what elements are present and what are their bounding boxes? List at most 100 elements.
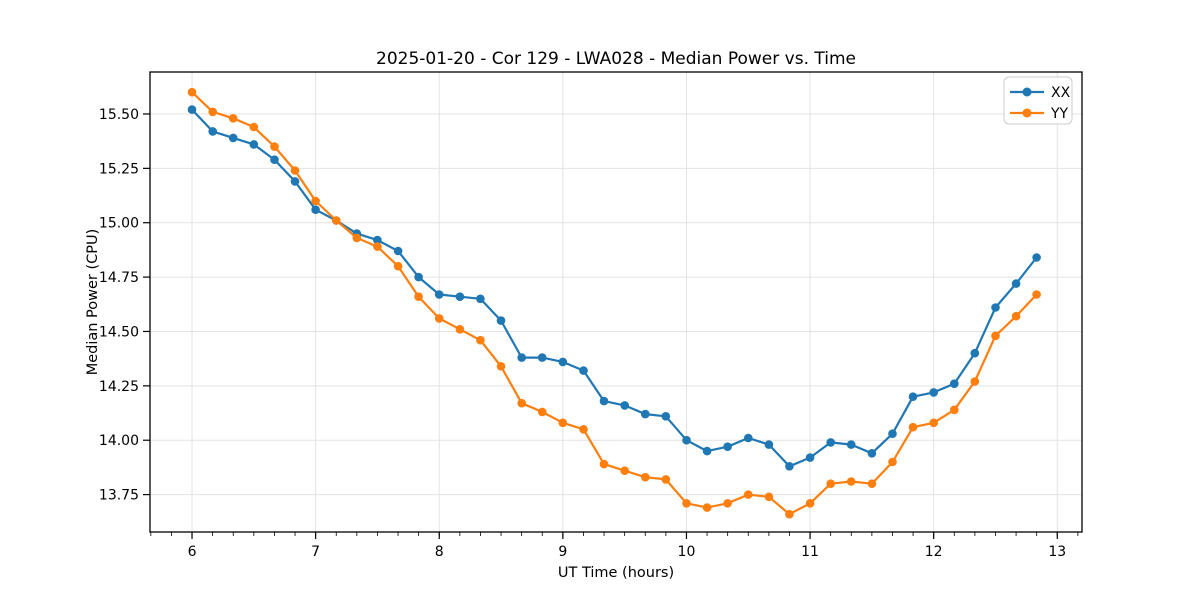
data-point-YY [702,503,712,512]
x-tick-label: 8 [435,544,444,560]
data-point-XX [496,316,506,325]
y-axis-label: Median Power (CPU) [85,229,101,376]
data-point-YY [846,477,856,486]
data-point-YY [537,407,547,417]
data-point-YY [950,405,959,415]
data-point-XX [208,127,217,136]
data-point-XX [599,396,609,406]
data-point-XX [373,235,382,245]
data-point-XX [641,409,650,419]
data-point-YY [517,398,526,408]
y-tick-label: 15.00 [99,216,139,232]
data-point-YY [311,196,320,206]
data-point-YY [249,122,259,132]
data-point-XX [929,388,938,397]
tick-layer: 6 7 8 9 10 11 12 13 13.75 14.00 14.25 14.50 14.75 15.… [99,107,1079,560]
legend-label-yy: YY [1050,106,1069,122]
data-point-XX [1032,253,1041,262]
data-point-YY [558,418,568,428]
data-point-YY [332,216,341,225]
x-tick-label: 13 [1048,544,1066,560]
data-point-XX [537,353,547,362]
data-point-XX [785,462,794,471]
plot-frame [149,71,1083,533]
series-line-YY [191,91,1038,516]
data-point-YY [764,492,774,502]
data-point-YY [641,472,650,482]
data-point-YY [1032,290,1041,299]
legend-marker-xx [1022,87,1032,97]
x-tick-label: 7 [311,544,320,560]
data-point-XX [970,348,980,358]
x-axis-label: UT Time (hours) [558,565,674,581]
data-point-XX [620,401,629,410]
data-point-YY [723,499,732,508]
data-point-XX [950,379,959,389]
data-point-XX [270,155,279,164]
y-tick-label: 15.50 [99,107,139,123]
data-point-YY [228,114,238,123]
data-point-XX [311,205,320,214]
data-point-YY [208,107,217,117]
x-tick-label: 6 [188,544,197,560]
data-point-XX [187,105,197,114]
series-layer [187,87,1041,519]
data-point-YY [599,459,609,469]
legend-marker-yy [1022,108,1032,118]
data-point-YY [352,233,362,243]
legend-label-xx: XX [1051,85,1071,101]
y-tick-label: 14.75 [99,270,139,286]
x-tick-label: 10 [678,544,696,560]
x-tick-label: 11 [801,544,819,560]
data-point-YY [888,457,897,467]
data-point-XX [414,272,423,282]
data-point-XX [579,366,588,375]
data-point-XX [991,303,1000,312]
data-point-YY [785,509,794,519]
y-tick-label: 14.50 [99,324,139,340]
data-point-YY [908,422,918,432]
data-point-XX [455,292,465,302]
data-point-XX [702,446,712,456]
data-point-YY [826,479,835,489]
data-point-YY [393,261,403,271]
data-point-YY [620,466,629,476]
data-point-YY [496,362,506,371]
data-point-XX [434,290,444,299]
legend: XX YY [1003,76,1073,125]
data-point-YY [970,377,980,386]
data-point-XX [517,353,526,362]
data-point-XX [682,435,691,445]
chart-title: 2025-01-20 - Cor 129 - LWA028 - Median P… [376,49,856,69]
data-point-XX [888,429,897,439]
data-point-XX [744,433,753,443]
data-point-YY [455,325,465,334]
series-YY [187,87,1041,519]
data-point-XX [908,392,918,402]
data-point-YY [744,490,753,499]
data-point-YY [1011,311,1021,321]
data-point-YY [187,87,197,97]
data-point-XX [764,440,774,449]
grid-layer [150,72,1082,532]
y-tick-label: 15.25 [99,161,139,177]
x-tick-label: 12 [925,544,943,560]
data-point-YY [414,292,423,302]
data-point-YY [867,479,877,489]
data-point-XX [1011,279,1021,288]
data-point-YY [929,418,938,428]
data-point-XX [249,140,259,149]
data-point-XX [846,440,856,449]
y-tick-label: 14.25 [99,379,139,395]
data-point-XX [867,449,877,458]
data-point-YY [373,242,382,251]
data-point-YY [805,499,815,508]
data-point-YY [991,331,1000,341]
data-point-YY [290,166,300,175]
y-tick-label: 14.00 [99,433,139,449]
data-point-XX [476,294,485,304]
data-point-XX [661,412,671,421]
data-point-YY [476,335,485,345]
data-point-YY [661,475,671,484]
data-point-YY [270,142,279,151]
